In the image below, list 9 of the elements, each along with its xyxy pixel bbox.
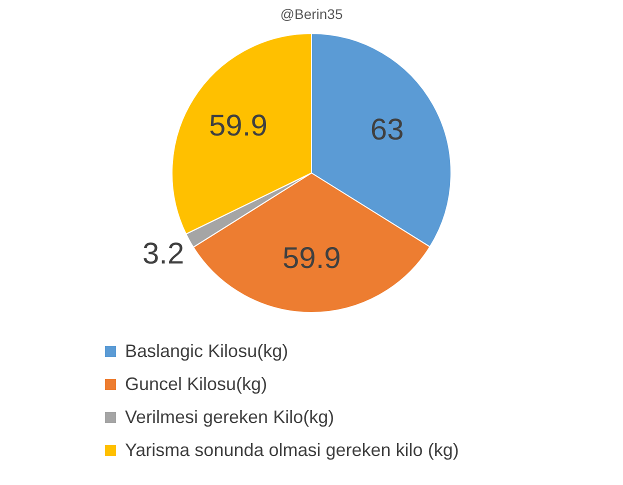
data-label: 3.2 [142,238,184,271]
legend-label: Baslangic Kilosu(kg) [125,341,288,362]
legend-label: Verilmesi gereken Kilo(kg) [125,407,334,428]
data-label: 59.9 [208,109,268,142]
legend-label: Yarisma sonunda olmasi gereken kilo (kg) [125,440,459,461]
data-label: 63 [370,113,404,146]
data-label: 59.9 [282,242,341,275]
legend-label: Guncel Kilosu(kg) [125,374,268,395]
chart-title: @Berin35 [279,6,344,22]
